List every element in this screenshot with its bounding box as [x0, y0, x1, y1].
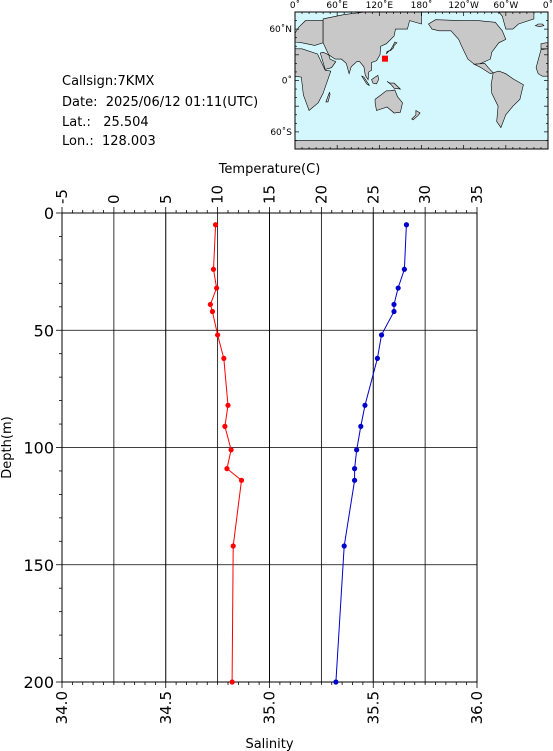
- temperature-tick-label: 15: [261, 185, 279, 204]
- salinity-point: [358, 423, 364, 429]
- depth-tick-label: 150: [23, 556, 54, 575]
- salinity-tick-label: 34.0: [53, 691, 71, 724]
- temperature-point: [221, 355, 227, 361]
- temperature-point: [207, 301, 213, 308]
- map-land-asia: [322, 11, 422, 81]
- map-land-japan: [386, 41, 398, 55]
- temperature-tick-label: 30: [416, 185, 434, 204]
- temperature-point: [230, 543, 236, 549]
- depth-tick-label: 100: [23, 439, 54, 458]
- salinity-point: [354, 447, 360, 453]
- depth-tick-label: 200: [23, 673, 54, 692]
- map-lon-label: 60˚W: [493, 0, 518, 11]
- salinity-point: [403, 222, 410, 228]
- temperature-tick-label: -5: [53, 189, 71, 204]
- salinity-point: [351, 477, 358, 483]
- temperature-tick-label: 25: [364, 185, 382, 204]
- depth-axis-label: Depth(m): [0, 416, 15, 478]
- map-land-africa: [294, 48, 332, 112]
- map-land-sumatra: [361, 75, 370, 86]
- salinity-tick-label: 35.0: [261, 691, 279, 724]
- world-map: 0˚ 60˚E 120˚E 180˚ 120˚W 60˚W 0˚ 60˚N 0˚ 60˚S: [269, 0, 553, 150]
- salinity-point: [395, 285, 401, 291]
- map-lat-label: 0˚: [282, 76, 292, 87]
- temperature-point: [212, 222, 219, 228]
- salinity-point: [362, 402, 368, 408]
- map-lon-label: 180˚: [411, 0, 433, 11]
- salinity-point: [401, 266, 407, 272]
- salinity-profile-line: [335, 224, 407, 683]
- temperature-tick-label: 0: [105, 194, 123, 204]
- map-land-greenland: [498, 11, 535, 30]
- latitude-label: Lat.: 25.504: [62, 115, 149, 130]
- temperature-point: [228, 447, 234, 453]
- temperature-tick-label: 10: [209, 185, 227, 204]
- depth-tick-label: 50: [34, 321, 54, 340]
- map-land-newguinea: [386, 81, 402, 90]
- depth-tick-label: 0: [44, 204, 54, 223]
- salinity-point: [374, 355, 380, 361]
- salinity-point: [391, 308, 397, 315]
- salinity-point: [341, 543, 347, 549]
- temperature-point: [229, 679, 235, 685]
- map-land-samerica: [490, 70, 524, 129]
- map-land-madagascar: [325, 91, 331, 103]
- salinity-tick-label: 35.5: [364, 691, 382, 724]
- map-land-borneo: [371, 74, 379, 85]
- temperature-point: [209, 308, 216, 315]
- longitude-label: Lon.: 128.003: [62, 134, 156, 149]
- salinity-axis-label: Salinity: [245, 737, 293, 751]
- map-lat-label: 60˚N: [269, 24, 292, 35]
- temperature-point: [222, 423, 228, 429]
- map-lon-label: 60˚E: [326, 0, 348, 11]
- temperature-profile-line: [209, 224, 243, 683]
- salinity-point: [391, 301, 397, 308]
- map-lon-label: 0˚: [543, 0, 553, 11]
- temperature-point: [224, 466, 230, 472]
- temperature-point: [238, 477, 245, 483]
- temperature-tick-label: 35: [468, 185, 486, 204]
- salinity-tick-label: 34.5: [157, 691, 175, 724]
- salinity-point: [333, 679, 339, 685]
- salinity-point: [351, 466, 358, 472]
- temperature-point: [210, 266, 217, 272]
- map-land-newzealand: [411, 109, 421, 121]
- salinity-tick-label: 36.0: [468, 691, 486, 724]
- map-land-iberia: [540, 42, 549, 50]
- salinity-point: [378, 332, 385, 338]
- map-land-namerica: [428, 19, 507, 65]
- map-land-australia: [374, 89, 403, 114]
- map-lon-label: 120˚E: [366, 0, 394, 11]
- date-label: Date: 2025/06/12 01:11(UTC): [62, 95, 259, 110]
- map-land-europe: [294, 20, 324, 46]
- callsign-label: Callsign:7KMX: [62, 74, 155, 89]
- map-lon-label: 0˚: [290, 0, 300, 11]
- temperature-point: [213, 285, 220, 291]
- temperature-tick-label: 20: [312, 185, 330, 204]
- map-lon-label: 120˚W: [448, 0, 479, 11]
- station-marker: [381, 55, 388, 62]
- map-land-arabia: [319, 51, 337, 70]
- map-lat-label: 60˚S: [270, 127, 292, 138]
- temperature-tick-label: 5: [157, 194, 175, 204]
- map-land-iceland: [534, 23, 545, 27]
- temperature-point: [215, 332, 221, 338]
- temperature-axis-label: Temperature(C): [218, 162, 321, 177]
- temperature-point: [225, 402, 231, 408]
